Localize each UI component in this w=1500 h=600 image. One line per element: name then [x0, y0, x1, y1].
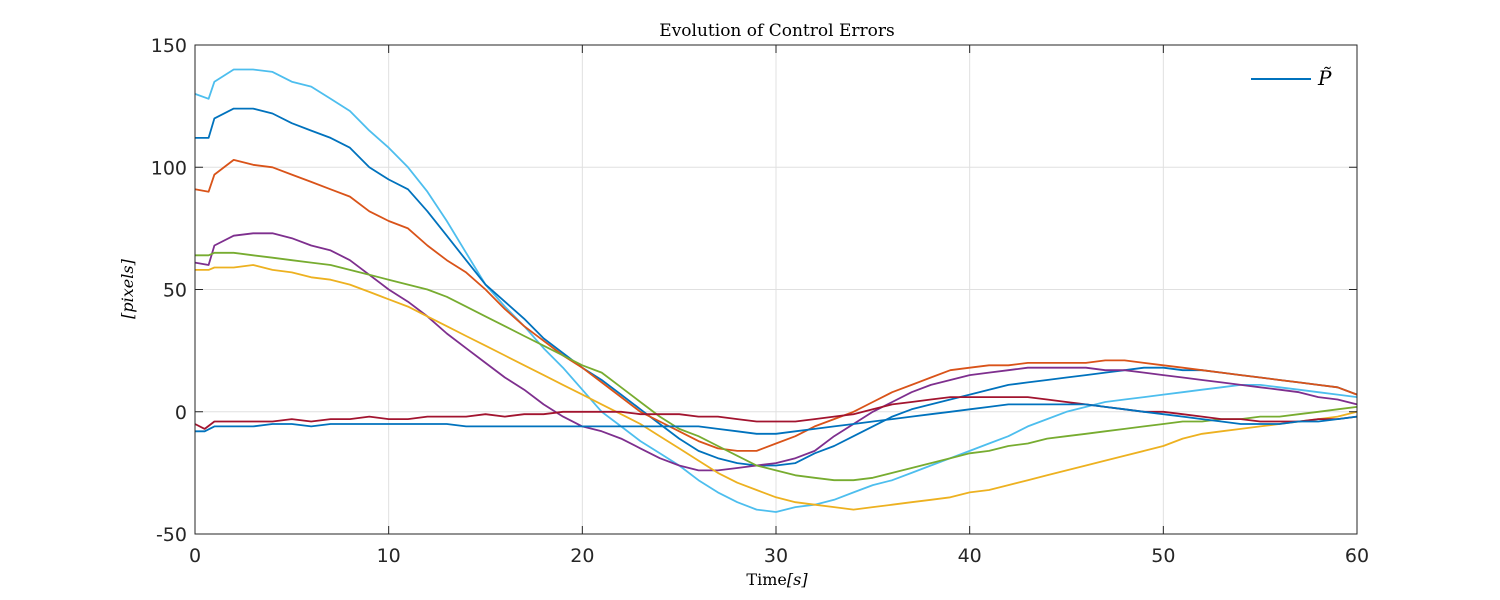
chart-title: Evolution of Control Errors [659, 21, 894, 41]
y-tick-label: 100 [151, 157, 187, 179]
x-tick-labels: 0 10 20 30 40 50 60 [189, 545, 1369, 567]
y-tick-label: 50 [163, 280, 187, 302]
series-line-1 [194, 68, 1358, 513]
series-line-5 [195, 251, 1358, 482]
x-tick-label: 10 [377, 545, 401, 567]
x-axis-label-main: Time [746, 570, 786, 589]
series-line-8 [195, 403, 1358, 435]
x-tick-label: 20 [570, 545, 594, 567]
series-line-3 [194, 158, 1358, 452]
axis-ticks [194, 44, 1358, 535]
y-tick-label: -50 [156, 524, 187, 546]
grid [194, 44, 1358, 535]
series-line-7 [194, 396, 1358, 430]
y-tick-label: 0 [175, 402, 187, 424]
x-tick-label: 40 [958, 545, 982, 567]
series-line-6 [195, 264, 1358, 511]
x-tick-label: 50 [1151, 545, 1175, 567]
series-line-2 [195, 107, 1358, 467]
x-axis-label-unit: [s] [787, 570, 808, 589]
x-tick-label: 0 [189, 545, 201, 567]
x-axis-label: Time[s] [746, 570, 808, 589]
series-line-4 [194, 232, 1358, 472]
legend-entry: P̃ [1317, 66, 1332, 90]
y-tick-labels: -50 0 50 100 150 [151, 35, 187, 546]
x-tick-label: 30 [764, 545, 788, 567]
y-tick-label: 150 [151, 35, 187, 57]
y-axis-label: [pixels] [118, 258, 137, 318]
legend: P̃ [1240, 60, 1340, 96]
x-tick-label: 60 [1345, 545, 1369, 567]
series-lines [194, 68, 1358, 513]
